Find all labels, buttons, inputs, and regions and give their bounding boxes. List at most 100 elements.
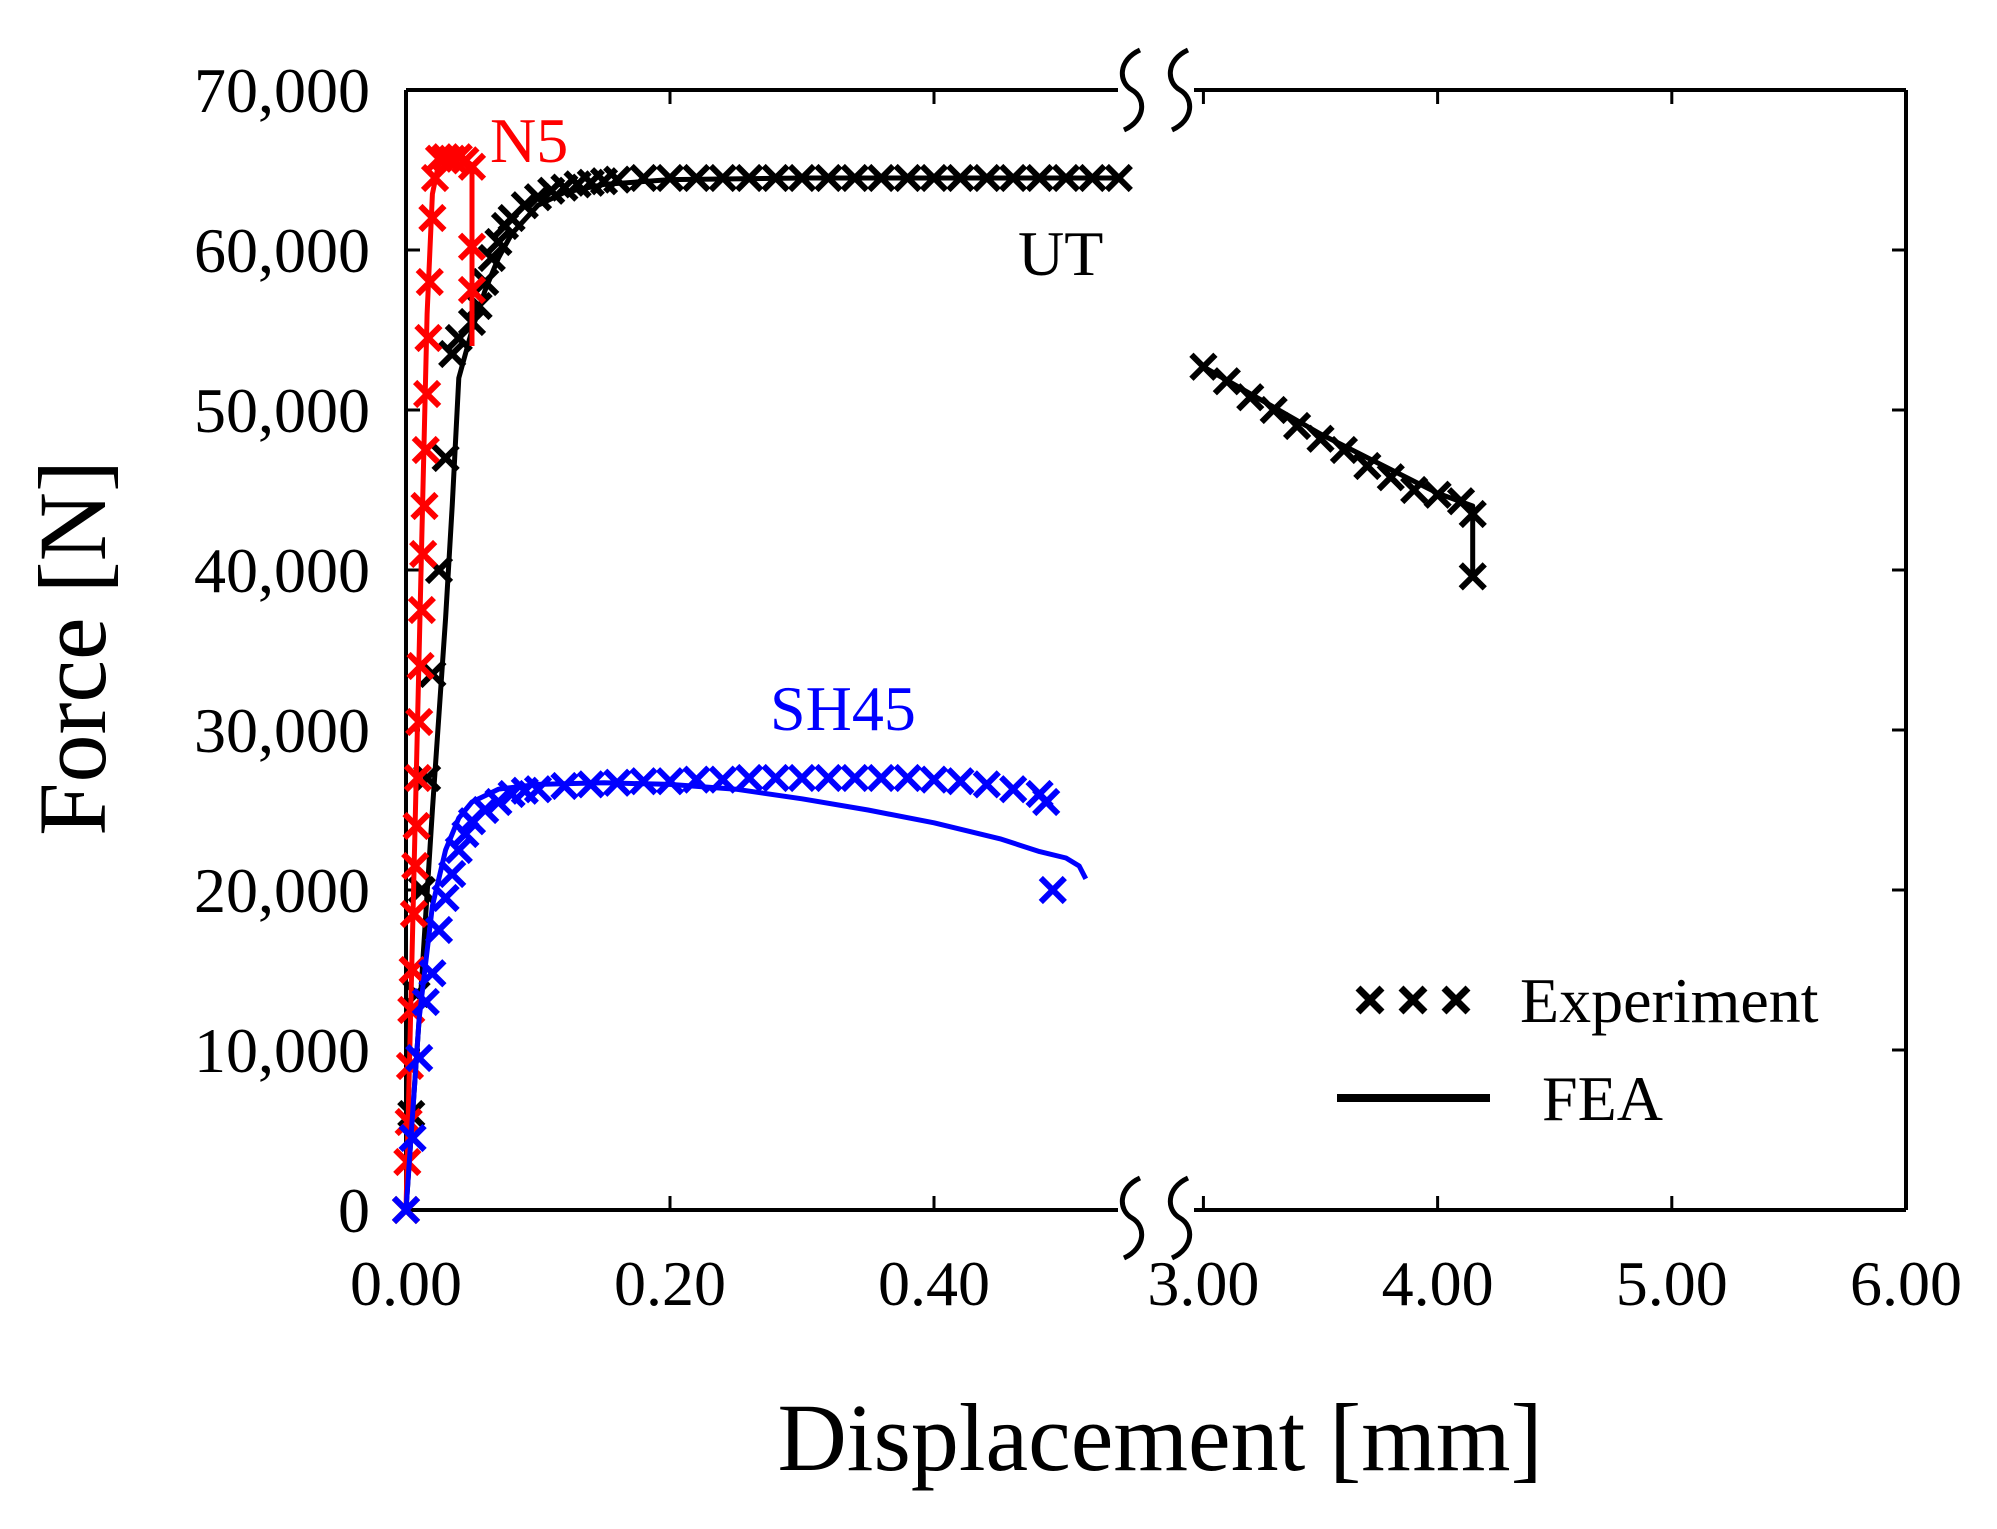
- sh45-experiment-point: [438, 859, 467, 889]
- axis-break-marks: [1118, 47, 1194, 1261]
- x-tick-label: 5.00: [1616, 1248, 1728, 1319]
- n5-experiment-point: [399, 899, 429, 929]
- sh45-experiment-point: [550, 771, 579, 801]
- n5-experiment-point: [457, 232, 487, 261]
- sh45-fea-line: [403, 780, 1089, 1211]
- n5-experiment-point: [415, 267, 444, 297]
- ut-experiment-point: [946, 163, 975, 193]
- sh45-experiment-point: [418, 959, 447, 988]
- ut-experiment-point: [1376, 463, 1405, 492]
- ut-experiment-point: [893, 163, 922, 193]
- ut-experiment-point: [412, 763, 442, 793]
- n5-experiment-point: [406, 651, 435, 681]
- sh45-experiment-point: [682, 765, 711, 794]
- y-tick-label: 0: [338, 1175, 370, 1246]
- sh45-experiment-point: [523, 775, 553, 804]
- n5-experiment-point: [401, 851, 430, 881]
- ut-experiment-point: [972, 163, 1001, 193]
- sh45-experiment-point: [398, 1123, 427, 1153]
- n5-experiment-point: [409, 539, 438, 569]
- y-tick-label: 70,000: [194, 55, 370, 126]
- ut-experiment-point: [999, 163, 1028, 193]
- ut-experiment-point: [1282, 411, 1312, 441]
- n5-experiment-point: [407, 595, 436, 625]
- ut-experiment-point: [1353, 451, 1382, 481]
- y-tick-label: 50,000: [194, 375, 370, 446]
- ut-experiment-point: [735, 163, 764, 193]
- ut-experiment-point: [1025, 163, 1054, 193]
- series-ut: [391, 163, 1487, 1225]
- ut-experiment-point: [603, 165, 632, 194]
- sh45-experiment-point: [867, 763, 896, 793]
- axis-break-top: [1118, 47, 1194, 133]
- sh45-experiment-point: [655, 767, 685, 796]
- n5-experiment-point: [457, 152, 487, 181]
- sh45-experiment-point: [893, 763, 922, 793]
- sh45-experiment-point: [999, 775, 1028, 804]
- sh45-experiment-point: [708, 765, 737, 794]
- ut-experiment-point: [1189, 352, 1218, 381]
- ut-experiment-point: [431, 443, 460, 473]
- legend-experiment-x: [1398, 985, 1428, 1015]
- legend-experiment-x: [1441, 985, 1471, 1015]
- ut-experiment-point: [510, 191, 539, 220]
- ut-experiment-point: [1212, 367, 1241, 396]
- annotation-ut: UT: [1018, 218, 1103, 289]
- n5-experiment-point: [457, 275, 487, 305]
- ut-experiment-point: [682, 163, 711, 193]
- x-tick-label: 4.00: [1382, 1248, 1494, 1319]
- ut-experiment-point: [919, 163, 949, 193]
- ut-experiment-point: [1104, 163, 1133, 193]
- axis-break-bottom: [1118, 1175, 1194, 1261]
- sh45-experiment-point: [814, 763, 843, 793]
- ut-experiment-point: [708, 163, 737, 193]
- ut-experiment-point: [471, 267, 500, 297]
- sh45-experiment-point: [405, 1043, 434, 1073]
- n5-experiment-point: [403, 763, 433, 793]
- y-tick-label: 60,000: [194, 215, 370, 286]
- sh45-experiment-point: [471, 795, 500, 825]
- legend-fea-label: FEA: [1542, 1063, 1663, 1134]
- sh45-experiment-point: [946, 767, 975, 796]
- n5-experiment-point: [418, 203, 447, 233]
- ut-fea-line: [403, 175, 1476, 1211]
- y-tick-label: 10,000: [194, 1015, 370, 1086]
- x-tick-label: 0.20: [614, 1248, 726, 1319]
- sh45-experiment-point: [603, 768, 632, 797]
- ut-experiment-point: [1423, 480, 1452, 509]
- n5-experiment-point: [412, 379, 442, 409]
- x-axis-ticks: 0.00 0.20 0.40 3.00 4.00 5.00 6.00: [350, 90, 1962, 1319]
- sh45-experiment-point: [919, 765, 949, 794]
- ut-experiment-point: [761, 163, 790, 193]
- sh45-experiment-point: [424, 915, 454, 945]
- ut-experiment-point: [1458, 562, 1487, 591]
- series-layer: [391, 143, 1487, 1225]
- sh45-experiment-point: [629, 767, 658, 796]
- sh45-experiment-point: [484, 787, 513, 817]
- ut-experiment-point: [814, 163, 843, 193]
- ut-experiment-point: [1051, 163, 1081, 193]
- y-axis-label: Force [N]: [19, 460, 126, 836]
- plot-frame: [404, 88, 1908, 1212]
- x-axis-label: Displacement [mm]: [777, 1384, 1542, 1491]
- ut-experiment-point: [1458, 499, 1487, 529]
- sh45-experiment-point: [735, 763, 764, 793]
- sh45-experiment-point: [761, 763, 790, 793]
- sh45-experiment-point: [411, 987, 440, 1017]
- n5-experiment-point: [405, 707, 434, 737]
- ut-experiment-point: [629, 163, 658, 193]
- y-axis-ticks: 0 10,000 20,000 30,000 40,000 50,000 60,000 70,…: [194, 55, 1906, 1246]
- ut-experiment-point: [1259, 395, 1288, 425]
- ut-experiment-point: [1078, 163, 1107, 193]
- sh45-experiment-point: [1038, 875, 1067, 905]
- n5-experiment-point: [411, 435, 440, 465]
- legend-experiment-x: [1355, 985, 1385, 1015]
- x-tick-label: 0.00: [350, 1248, 462, 1319]
- ut-experiment-point: [438, 339, 467, 369]
- sh45-experiment-point: [391, 1195, 421, 1225]
- ut-experiment-point: [1400, 475, 1429, 505]
- annotation-sh45: SH45: [770, 673, 916, 744]
- sh45-experiment-point: [576, 770, 605, 799]
- ut-experiment-point: [1329, 435, 1359, 465]
